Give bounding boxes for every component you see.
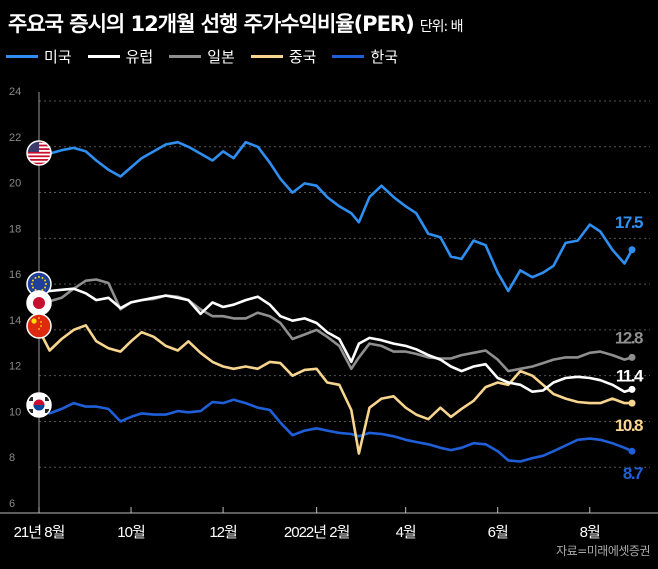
flag-sun (33, 297, 45, 309)
legend-label: 유럽 (125, 48, 154, 66)
korea-flag-icon (26, 392, 52, 418)
unit-label: 단위: 배 (419, 19, 464, 35)
chart-title-text: 주요국 증시의 12개월 선행 주가수익비율(PER) (8, 12, 415, 36)
china-flag-icon (26, 313, 52, 339)
legend-item-europe: 유럽 (87, 46, 154, 67)
flag-star (41, 289, 44, 292)
legend-label: 중국 (288, 48, 317, 66)
flag-star (34, 289, 37, 292)
flag-star (38, 276, 40, 278)
x-tick-label: 8월 (580, 524, 600, 541)
end-point (628, 385, 636, 393)
flag-border (26, 392, 52, 418)
end-value-label: 17.5 (615, 213, 643, 232)
y-tick-label: 6 (9, 498, 15, 510)
legend: 미국 유럽 일본 중국 한국 (6, 46, 398, 67)
flag-star (31, 283, 33, 285)
y-tick-label: 8 (9, 452, 15, 464)
end-point (628, 447, 636, 455)
flag-border (26, 140, 52, 166)
y-tick-label: 18 (9, 223, 21, 235)
x-tick-label: 2022년 2월 (284, 524, 350, 541)
x-tick-label: 6월 (488, 524, 508, 541)
flag-star (41, 276, 44, 279)
legend-item-japan: 일본 (169, 46, 235, 67)
source-note: 자료=미래에셋증권 (556, 544, 650, 558)
flag-stripe (27, 155, 51, 158)
flag-trigram (29, 409, 33, 413)
us-flag-icon (26, 140, 52, 166)
flag-star (31, 286, 34, 289)
x-tick-label: 10월 (117, 524, 145, 541)
x-tick-label: 21년 8월 (14, 524, 65, 541)
y-tick-label: 22 (9, 132, 21, 144)
end-value-label: 10.8 (615, 416, 643, 435)
legend-swatch (6, 55, 38, 58)
legend-swatch (87, 55, 120, 58)
y-tick-label: 10 (9, 406, 21, 418)
flag-star (38, 328, 40, 330)
y-tick-label: 16 (9, 269, 21, 281)
end-point (628, 353, 636, 361)
flag-stripe (27, 162, 51, 165)
flag-star (44, 286, 47, 289)
legend-item-us: 미국 (6, 46, 72, 67)
japan-flag-icon (26, 290, 52, 316)
flag-star (38, 317, 40, 319)
end-value-label: 12.8 (615, 328, 643, 347)
y-tick-label: 14 (9, 315, 21, 327)
end-value-label: 8.7 (623, 464, 643, 483)
end-point (628, 246, 636, 254)
legend-swatch (169, 55, 202, 58)
legend-swatch (332, 55, 365, 58)
legend-item-korea: 한국 (332, 46, 398, 67)
series-line-us (38, 140, 634, 293)
flag-canton (27, 141, 39, 152)
y-tick-label: 24 (9, 86, 21, 98)
flag-border (26, 313, 52, 339)
flag-trigram (29, 397, 33, 401)
x-tick-label: 12월 (209, 524, 237, 541)
flag-star (31, 279, 34, 282)
x-tick-label: 4월 (396, 524, 416, 541)
series-line-korea (38, 398, 633, 463)
legend-label: 미국 (44, 48, 72, 66)
series-line-japan (38, 278, 633, 373)
flag-taegeuk-blue (33, 405, 45, 411)
flag-star (44, 279, 47, 282)
flag-star (31, 318, 37, 324)
end-point (628, 399, 636, 407)
legend-label: 일본 (207, 48, 235, 66)
flag-trigram (45, 409, 49, 413)
flag-trigram (45, 397, 49, 401)
legend-label: 한국 (370, 48, 399, 66)
flag-stripe (27, 151, 51, 154)
legend-swatch (250, 55, 283, 58)
flag-star (40, 321, 42, 323)
flag-stripe (27, 159, 51, 161)
end-value-label: 11.4 (616, 366, 644, 385)
y-tick-label: 12 (9, 361, 21, 373)
y-tick-label: 20 (9, 178, 21, 190)
series-line-eu (38, 287, 633, 393)
chart-title: 주요국 증시의 12개월 선행 주가수익비율(PER) 단위: 배 (8, 8, 464, 38)
flag-star (34, 276, 37, 279)
flag-star (40, 325, 42, 327)
flag-star (45, 283, 47, 285)
legend-item-china: 중국 (250, 46, 317, 67)
series-line-china (37, 324, 632, 455)
